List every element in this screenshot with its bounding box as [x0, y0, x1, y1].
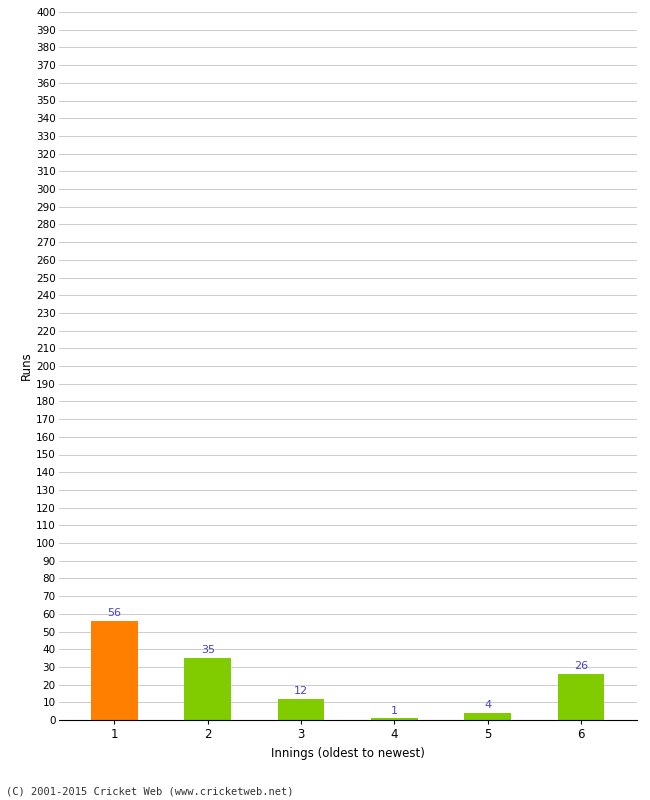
Bar: [464, 713, 511, 720]
Bar: [278, 698, 324, 720]
Text: 1: 1: [391, 706, 398, 715]
Text: 12: 12: [294, 686, 308, 696]
Text: (C) 2001-2015 Cricket Web (www.cricketweb.net): (C) 2001-2015 Cricket Web (www.cricketwe…: [6, 786, 294, 796]
Y-axis label: Runs: Runs: [20, 352, 33, 380]
Bar: [185, 658, 231, 720]
Bar: [371, 718, 418, 720]
Text: 4: 4: [484, 700, 491, 710]
Text: 26: 26: [574, 662, 588, 671]
Text: 56: 56: [107, 608, 122, 618]
X-axis label: Innings (oldest to newest): Innings (oldest to newest): [271, 747, 424, 760]
Bar: [91, 621, 138, 720]
Text: 35: 35: [201, 646, 214, 655]
Bar: [558, 674, 605, 720]
